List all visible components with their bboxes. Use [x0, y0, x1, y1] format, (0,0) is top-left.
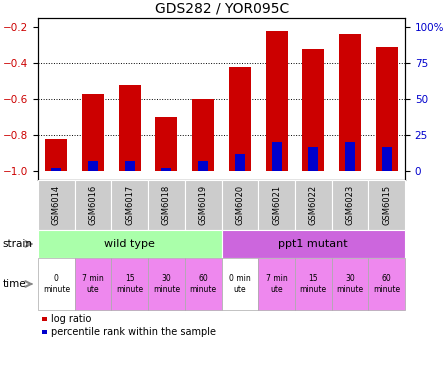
Text: 15
minute: 15 minute — [116, 274, 143, 294]
Bar — [162, 168, 171, 171]
Text: GSM6020: GSM6020 — [235, 185, 244, 225]
Bar — [382, 146, 392, 171]
Text: 7 min
ute: 7 min ute — [82, 274, 104, 294]
Bar — [229, 67, 251, 171]
Text: 30
minute: 30 minute — [336, 274, 364, 294]
Text: 60
minute: 60 minute — [190, 274, 217, 294]
Bar — [271, 142, 282, 171]
Bar — [192, 99, 214, 171]
Bar — [155, 117, 178, 171]
Text: 60
minute: 60 minute — [373, 274, 400, 294]
Bar — [119, 85, 141, 171]
Text: 0
minute: 0 minute — [43, 274, 70, 294]
Bar — [45, 139, 67, 171]
Text: GSM6021: GSM6021 — [272, 185, 281, 225]
Bar — [339, 34, 361, 171]
Bar — [82, 94, 104, 171]
Text: 15
minute: 15 minute — [299, 274, 327, 294]
Text: GSM6023: GSM6023 — [345, 185, 355, 225]
Bar — [88, 161, 98, 171]
Text: GSM6019: GSM6019 — [198, 185, 208, 225]
Text: GDS282 / YOR095C: GDS282 / YOR095C — [155, 2, 290, 16]
Text: GSM6014: GSM6014 — [52, 185, 61, 225]
Bar — [308, 146, 318, 171]
Text: ppt1 mutant: ppt1 mutant — [279, 239, 348, 249]
Bar — [51, 168, 61, 171]
Text: GSM6015: GSM6015 — [382, 185, 391, 225]
Text: log ratio: log ratio — [51, 314, 91, 324]
Text: 0 min
ute: 0 min ute — [229, 274, 251, 294]
Bar — [302, 49, 324, 171]
Bar — [376, 47, 398, 171]
Bar — [235, 154, 245, 171]
Text: time: time — [2, 279, 26, 289]
Text: GSM6022: GSM6022 — [309, 185, 318, 225]
Bar — [345, 142, 355, 171]
Text: GSM6016: GSM6016 — [89, 185, 97, 225]
Bar — [266, 31, 287, 171]
Text: 7 min
ute: 7 min ute — [266, 274, 287, 294]
Text: GSM6018: GSM6018 — [162, 185, 171, 225]
Text: strain: strain — [2, 239, 32, 249]
Text: GSM6017: GSM6017 — [125, 185, 134, 225]
Text: 30
minute: 30 minute — [153, 274, 180, 294]
Bar — [198, 161, 208, 171]
Text: percentile rank within the sample: percentile rank within the sample — [51, 327, 216, 337]
Bar — [125, 161, 135, 171]
Text: wild type: wild type — [104, 239, 155, 249]
